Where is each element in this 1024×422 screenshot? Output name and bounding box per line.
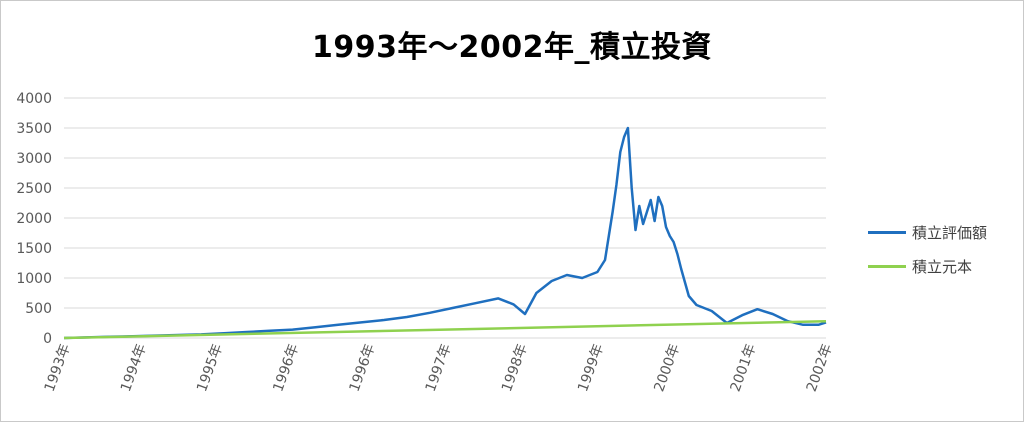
- legend-item-valuation: 積立評価額: [868, 222, 987, 243]
- y-tick-label: 4000: [16, 91, 52, 107]
- legend-item-principal: 積立元本: [868, 256, 972, 277]
- y-tick-label: 2500: [16, 181, 52, 197]
- x-tick-label: 1995年: [194, 342, 226, 394]
- legend-label-valuation: 積立評価額: [912, 224, 988, 242]
- x-tick-label: 1994年: [118, 342, 150, 394]
- y-axis-ticks: 0 500 1000 1500 2000 2500 3000 3500 4000: [16, 91, 52, 347]
- y-tick-label: 3500: [16, 121, 52, 137]
- x-tick-label: 1999年: [575, 342, 607, 394]
- legend-swatch-valuation: [868, 231, 906, 234]
- series-line-principal: [63, 319, 827, 340]
- y-tick-label: 500: [25, 301, 52, 317]
- series-lines: [63, 126, 827, 340]
- x-tick-label: 2001年: [728, 342, 760, 394]
- legend-swatch-principal: [868, 265, 906, 268]
- x-tick-label: 1996年: [347, 342, 379, 394]
- x-tick-label: 1998年: [499, 342, 531, 394]
- y-tick-label: 0: [43, 331, 52, 347]
- y-tick-label: 1500: [16, 241, 52, 257]
- y-tick-label: 3000: [16, 151, 52, 167]
- grid-lines: [64, 97, 826, 339]
- series-line-valuation: [63, 126, 827, 340]
- x-tick-label: 2000年: [651, 342, 683, 394]
- y-tick-label: 2000: [16, 211, 52, 227]
- y-tick-label: 1000: [16, 271, 52, 287]
- chart-title: 1993年～2002年_積立投資: [312, 30, 712, 65]
- x-axis-ticks: 1993年 1994年 1995年 1996年 1996年 1997年 1998年 1999年…: [42, 342, 836, 394]
- legend-label-principal: 積立元本: [912, 258, 973, 276]
- x-tick-label: 1996年: [270, 342, 302, 394]
- x-tick-label: 1997年: [423, 342, 455, 394]
- x-tick-label: 2002年: [804, 342, 836, 394]
- x-tick-label: 1993年: [42, 342, 74, 394]
